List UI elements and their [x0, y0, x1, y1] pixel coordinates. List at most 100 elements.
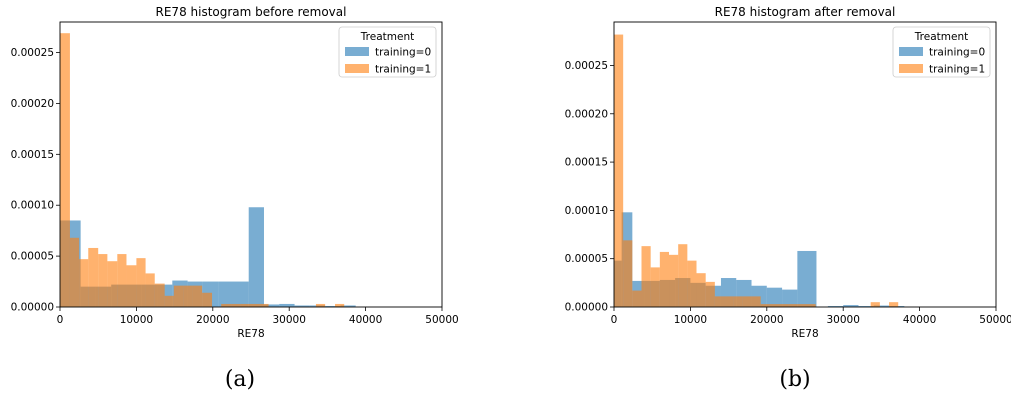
histogram-bar [797, 304, 807, 307]
histogram-bar [733, 296, 743, 307]
histogram-bar [724, 296, 734, 307]
y-tick-label: 0.00010 [565, 205, 608, 217]
histogram-bar [126, 265, 137, 307]
subfigure-caption: (b) [779, 367, 810, 392]
y-tick-label: 0.00025 [11, 47, 54, 59]
x-tick-label: 40000 [903, 314, 936, 326]
histogram-bar [769, 304, 780, 307]
series-training-1 [60, 33, 345, 308]
legend-label: training=1 [929, 64, 985, 76]
histogram-bar [659, 251, 670, 307]
x-axis-label: RE78 [237, 328, 264, 340]
y-tick-label: 0.00025 [565, 60, 608, 72]
histogram-bar [117, 254, 127, 307]
legend: Treatment training=0 training=1 [338, 26, 437, 78]
histogram-bar [279, 303, 295, 307]
histogram-bar [650, 267, 660, 307]
histogram-bar [248, 207, 264, 307]
histogram-bar [766, 287, 783, 307]
series-training-1 [614, 34, 899, 308]
x-tick-label: 10000 [674, 314, 707, 326]
histogram-bar [614, 34, 624, 308]
x-tick-label: 20000 [196, 314, 229, 326]
histogram-bar [231, 303, 241, 307]
legend-label: training=0 [375, 47, 431, 59]
x-tick-label: 10000 [120, 314, 153, 326]
histogram-bar [88, 247, 99, 307]
histogram-bar [632, 290, 642, 307]
histogram-bar [154, 283, 165, 307]
plot-frame [59, 21, 443, 308]
y-tick-label: 0.00015 [11, 149, 54, 161]
legend-title: Treatment [360, 31, 414, 43]
chart-title: RE78 histogram before removal [156, 5, 347, 19]
y-tick-label: 0.00010 [11, 200, 54, 212]
legend-swatch [899, 47, 923, 56]
histogram-bar [60, 33, 70, 307]
histogram-bar [192, 285, 203, 308]
y-tick-label: 0.00005 [565, 253, 608, 265]
chart-title: RE78 histogram after removal [715, 5, 896, 19]
histogram-bar [788, 304, 798, 307]
x-tick-label: 0 [57, 314, 64, 326]
legend: Treatment training=0 training=1 [892, 26, 991, 78]
x-axis-label: RE78 [791, 328, 818, 340]
histogram-bar [669, 254, 679, 307]
histogram-bar [858, 306, 874, 307]
histogram-bar [696, 273, 706, 307]
histogram-bar [136, 258, 146, 307]
x-tick-label: 30000 [826, 314, 859, 326]
x-tick-label: 50000 [979, 314, 1011, 326]
plot-frame [613, 21, 997, 308]
legend-label: training=1 [375, 64, 431, 76]
chart-b: 0 10000 20000 30000 40000 50000 0.00000 0.00005… [565, 5, 1011, 392]
histogram-bar [79, 259, 89, 307]
histogram-bar [202, 292, 213, 307]
histogram-bar [218, 281, 249, 307]
x-tick-label: 0 [611, 314, 618, 326]
y-tick-label: 0.00020 [565, 108, 608, 120]
legend-title: Treatment [914, 31, 968, 43]
histogram-bar [870, 302, 880, 307]
y-tick-label: 0.00000 [11, 302, 54, 314]
histogram-bar [843, 305, 859, 307]
histogram-bar [687, 260, 697, 307]
histogram-bar [98, 254, 108, 307]
legend-label: training=0 [929, 47, 985, 59]
y-tick-label: 0.00015 [565, 157, 608, 169]
histogram-bar [145, 273, 155, 307]
histogram-bar [760, 304, 770, 307]
legend-swatch [345, 64, 369, 73]
histogram-bar [678, 244, 688, 307]
x-tick-label: 20000 [750, 314, 783, 326]
histogram-bar [173, 285, 184, 308]
y-tick-label: 0.00005 [11, 251, 54, 263]
histogram-bar [240, 303, 250, 307]
histogram-bar [889, 302, 899, 307]
histogram-bar [705, 281, 715, 307]
y-tick-label: 0.00020 [11, 98, 54, 110]
x-tick-label: 50000 [425, 314, 458, 326]
subfigure-caption: (a) [225, 367, 255, 392]
histogram-bar [806, 304, 816, 307]
legend-swatch [345, 47, 369, 56]
histogram-bar [183, 285, 193, 308]
histogram-bar [779, 304, 789, 307]
histogram-bar [714, 296, 725, 307]
histogram-bar [221, 303, 232, 307]
histogram-bar [315, 303, 326, 307]
y-tick-label: 0.00000 [565, 302, 608, 314]
histogram-bar [335, 303, 345, 307]
x-tick-label: 40000 [349, 314, 382, 326]
histogram-bar [827, 306, 844, 307]
histogram-bar [751, 296, 761, 307]
histogram-bar [259, 303, 269, 307]
histogram-bar [797, 250, 817, 307]
histogram-bar [325, 305, 341, 307]
histogram-bar [742, 296, 752, 307]
histogram-bar [641, 246, 651, 307]
histogram-bar [873, 305, 890, 307]
chart-a: 0 10000 20000 30000 40000 50000 0.00000 0.00005… [11, 5, 459, 392]
histogram-bar [69, 237, 80, 307]
